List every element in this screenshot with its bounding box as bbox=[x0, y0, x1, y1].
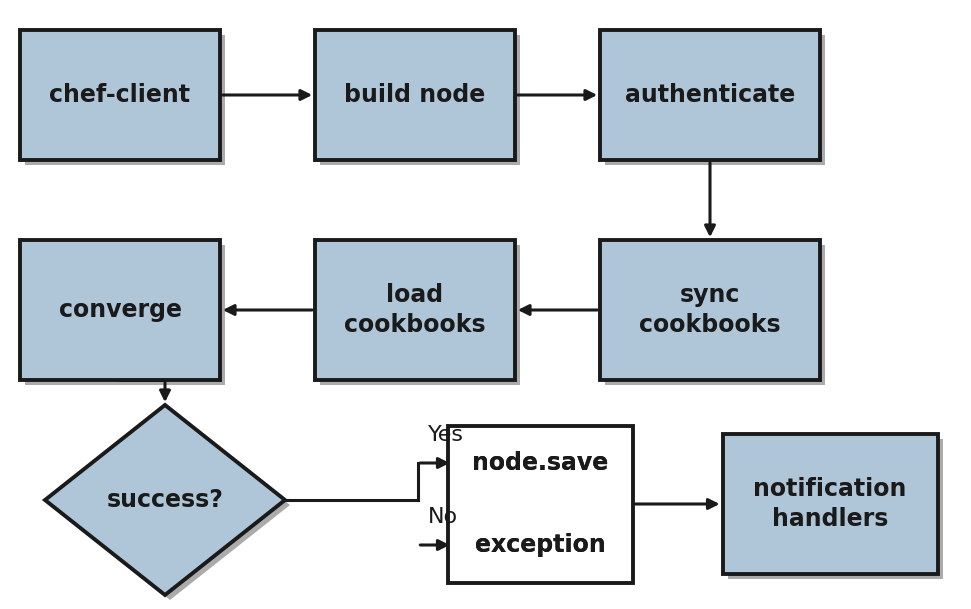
FancyBboxPatch shape bbox=[605, 245, 825, 385]
FancyBboxPatch shape bbox=[722, 434, 937, 574]
Text: notification
handlers: notification handlers bbox=[753, 477, 907, 531]
FancyBboxPatch shape bbox=[452, 431, 627, 496]
FancyBboxPatch shape bbox=[25, 35, 225, 165]
FancyBboxPatch shape bbox=[20, 240, 220, 380]
FancyBboxPatch shape bbox=[452, 513, 627, 577]
FancyBboxPatch shape bbox=[448, 426, 632, 582]
FancyBboxPatch shape bbox=[452, 513, 627, 577]
Polygon shape bbox=[45, 405, 285, 595]
Text: converge: converge bbox=[58, 298, 182, 322]
Text: node.save: node.save bbox=[472, 451, 608, 475]
Text: exception: exception bbox=[475, 533, 605, 557]
FancyBboxPatch shape bbox=[320, 245, 520, 385]
FancyBboxPatch shape bbox=[600, 240, 820, 380]
FancyBboxPatch shape bbox=[457, 518, 632, 582]
Text: Yes: Yes bbox=[427, 425, 463, 445]
FancyBboxPatch shape bbox=[452, 431, 627, 496]
FancyBboxPatch shape bbox=[315, 240, 515, 380]
FancyBboxPatch shape bbox=[457, 435, 632, 501]
Text: sync
cookbooks: sync cookbooks bbox=[639, 283, 781, 337]
FancyBboxPatch shape bbox=[727, 439, 943, 579]
Text: chef-client: chef-client bbox=[50, 83, 190, 107]
FancyBboxPatch shape bbox=[600, 30, 820, 160]
FancyBboxPatch shape bbox=[605, 35, 825, 165]
Polygon shape bbox=[50, 410, 290, 600]
Text: load
cookbooks: load cookbooks bbox=[344, 283, 486, 337]
FancyBboxPatch shape bbox=[320, 35, 520, 165]
Text: node.save: node.save bbox=[472, 451, 608, 475]
Text: authenticate: authenticate bbox=[625, 83, 795, 107]
FancyBboxPatch shape bbox=[457, 518, 632, 582]
FancyBboxPatch shape bbox=[20, 30, 220, 160]
Text: build node: build node bbox=[345, 83, 486, 107]
FancyBboxPatch shape bbox=[25, 245, 225, 385]
Text: exception: exception bbox=[475, 533, 605, 557]
FancyBboxPatch shape bbox=[315, 30, 515, 160]
FancyBboxPatch shape bbox=[457, 435, 632, 501]
Text: success?: success? bbox=[107, 488, 223, 512]
Text: No: No bbox=[427, 507, 457, 527]
